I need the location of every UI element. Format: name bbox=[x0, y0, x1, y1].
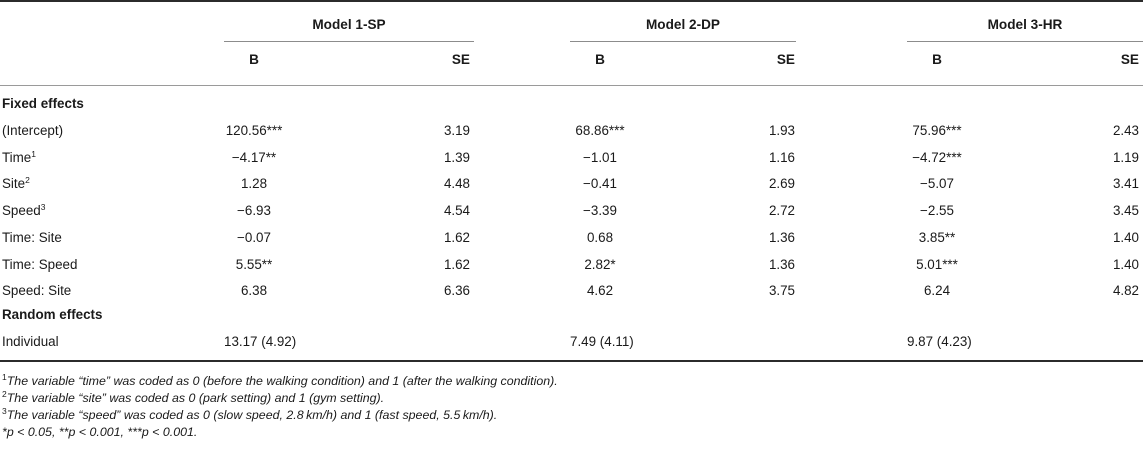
random-m2-value: 7.49 (4.11) bbox=[570, 334, 634, 349]
coef-b-cell: 5.01*** bbox=[916, 257, 958, 272]
fixed-row-label: Time1 bbox=[2, 150, 36, 166]
coef-b-cell: 1.28 bbox=[240, 176, 268, 191]
coef-se-cell: 1.40 bbox=[1112, 257, 1139, 272]
coef-b-cell: 5.55** bbox=[235, 257, 273, 272]
coef-b-cell: −0.41 bbox=[583, 176, 617, 191]
fixed-row-label: Site2 bbox=[2, 176, 30, 192]
coef-b-cell: −6.93 bbox=[237, 203, 271, 218]
coef-se-cell: 1.62 bbox=[443, 257, 470, 272]
coef-b-cell: −2.55 bbox=[920, 203, 954, 218]
note-2-text: The variable “site” was coded as 0 (park… bbox=[6, 391, 385, 405]
coef-se-cell: 3.75 bbox=[768, 283, 795, 298]
coef-se-cell: 6.36 bbox=[443, 283, 470, 298]
m3-b-header: B bbox=[932, 52, 942, 67]
coef-se-cell: 3.45 bbox=[1112, 203, 1139, 218]
fixed-effects-heading: Fixed effects bbox=[2, 96, 84, 111]
note-3: 3The variable “speed” was coded as 0 (sl… bbox=[2, 407, 558, 424]
top-rule bbox=[0, 0, 1143, 2]
m2-b-header: B bbox=[595, 52, 605, 67]
coef-se-cell: 2.43 bbox=[1112, 123, 1139, 138]
note-3-text: The variable “speed” was coded as 0 (slo… bbox=[6, 408, 498, 422]
model-2-header: Model 2-DP bbox=[645, 17, 720, 32]
model-1-header: Model 1-SP bbox=[312, 17, 386, 32]
coef-b-cell: −1.01 bbox=[583, 150, 617, 165]
random-row-label: Individual bbox=[2, 334, 59, 349]
random-effects-heading: Random effects bbox=[2, 307, 103, 322]
note-1-text: The variable “time” was coded as 0 (befo… bbox=[6, 374, 558, 388]
note-4-text: *p < 0.05, **p < 0.001, ***p < 0.001. bbox=[2, 425, 198, 439]
note-2-marker: 2 bbox=[2, 389, 7, 399]
coef-se-cell: 2.72 bbox=[768, 203, 795, 218]
note-2: 2The variable “site” was coded as 0 (par… bbox=[2, 390, 558, 407]
fixed-row-label: (Intercept) bbox=[2, 123, 63, 139]
m2-se-header: SE bbox=[776, 52, 795, 67]
coef-b-cell: 4.62 bbox=[586, 283, 614, 298]
bottom-rule bbox=[0, 360, 1143, 362]
coef-se-cell: 4.48 bbox=[443, 176, 470, 191]
note-1: 1The variable “time” was coded as 0 (bef… bbox=[2, 373, 558, 390]
coef-b-cell: −0.07 bbox=[237, 230, 271, 245]
coef-se-cell: 3.19 bbox=[443, 123, 470, 138]
row-label-text: Site bbox=[2, 176, 26, 191]
coef-se-cell: 1.39 bbox=[443, 150, 470, 165]
coef-se-cell: 1.40 bbox=[1112, 230, 1139, 245]
coef-se-cell: 1.16 bbox=[768, 150, 795, 165]
coef-se-cell: 4.54 bbox=[443, 203, 470, 218]
row-label-footnote-marker: 1 bbox=[31, 149, 36, 159]
random-m1-value: 13.17 (4.92) bbox=[224, 334, 297, 349]
fixed-row-label: Speed3 bbox=[2, 203, 45, 219]
coef-b-cell: −5.07 bbox=[920, 176, 954, 191]
model-3-underline bbox=[907, 41, 1143, 42]
fixed-row-label: Speed: Site bbox=[2, 283, 71, 299]
row-label-text: (Intercept) bbox=[2, 123, 64, 138]
m1-se-header: SE bbox=[451, 52, 470, 67]
coef-b-cell: 3.85** bbox=[918, 230, 956, 245]
table-notes: 1The variable “time” was coded as 0 (bef… bbox=[2, 373, 558, 441]
model-3-header: Model 3-HR bbox=[987, 17, 1063, 32]
row-label-text: Time: Speed bbox=[2, 257, 78, 272]
note-3-marker: 3 bbox=[2, 406, 7, 416]
coef-b-cell: −4.17** bbox=[231, 150, 277, 165]
coef-se-cell: 2.69 bbox=[768, 176, 795, 191]
coef-se-cell: 3.41 bbox=[1112, 176, 1139, 191]
row-label-footnote-marker: 2 bbox=[25, 175, 30, 185]
coef-b-cell: 120.56*** bbox=[225, 123, 283, 138]
note-1-marker: 1 bbox=[2, 372, 7, 382]
coef-b-cell: −3.39 bbox=[583, 203, 617, 218]
coef-se-cell: 1.62 bbox=[443, 230, 470, 245]
coef-b-cell: 68.86*** bbox=[575, 123, 625, 138]
m3-se-header: SE bbox=[1120, 52, 1139, 67]
coef-b-cell: 6.38 bbox=[240, 283, 268, 298]
coef-se-cell: 1.19 bbox=[1112, 150, 1139, 165]
m1-b-header: B bbox=[249, 52, 259, 67]
row-label-text: Time bbox=[2, 150, 32, 165]
coef-se-cell: 1.93 bbox=[768, 123, 795, 138]
row-label-text: Time: Site bbox=[2, 230, 62, 245]
row-label-text: Speed bbox=[2, 203, 41, 218]
fixed-row-label: Time: Speed bbox=[2, 257, 77, 273]
row-label-text: Speed: Site bbox=[2, 283, 72, 298]
coef-b-cell: 75.96*** bbox=[912, 123, 962, 138]
model-2-underline bbox=[570, 41, 796, 42]
fixed-row-label: Time: Site bbox=[2, 230, 62, 246]
row-label-footnote-marker: 3 bbox=[40, 202, 46, 212]
coef-se-cell: 1.36 bbox=[768, 257, 795, 272]
coef-b-cell: −4.72*** bbox=[912, 150, 962, 165]
coef-b-cell: 0.68 bbox=[586, 230, 614, 245]
header-rule bbox=[0, 85, 1143, 86]
random-m3-value: 9.87 (4.23) bbox=[907, 334, 972, 349]
coef-se-cell: 4.82 bbox=[1112, 283, 1139, 298]
model-1-underline bbox=[224, 41, 474, 42]
coef-b-cell: 6.24 bbox=[923, 283, 951, 298]
note-4: *p < 0.05, **p < 0.001, ***p < 0.001. bbox=[2, 424, 558, 441]
coef-b-cell: 2.82* bbox=[584, 257, 616, 272]
coef-se-cell: 1.36 bbox=[768, 230, 795, 245]
